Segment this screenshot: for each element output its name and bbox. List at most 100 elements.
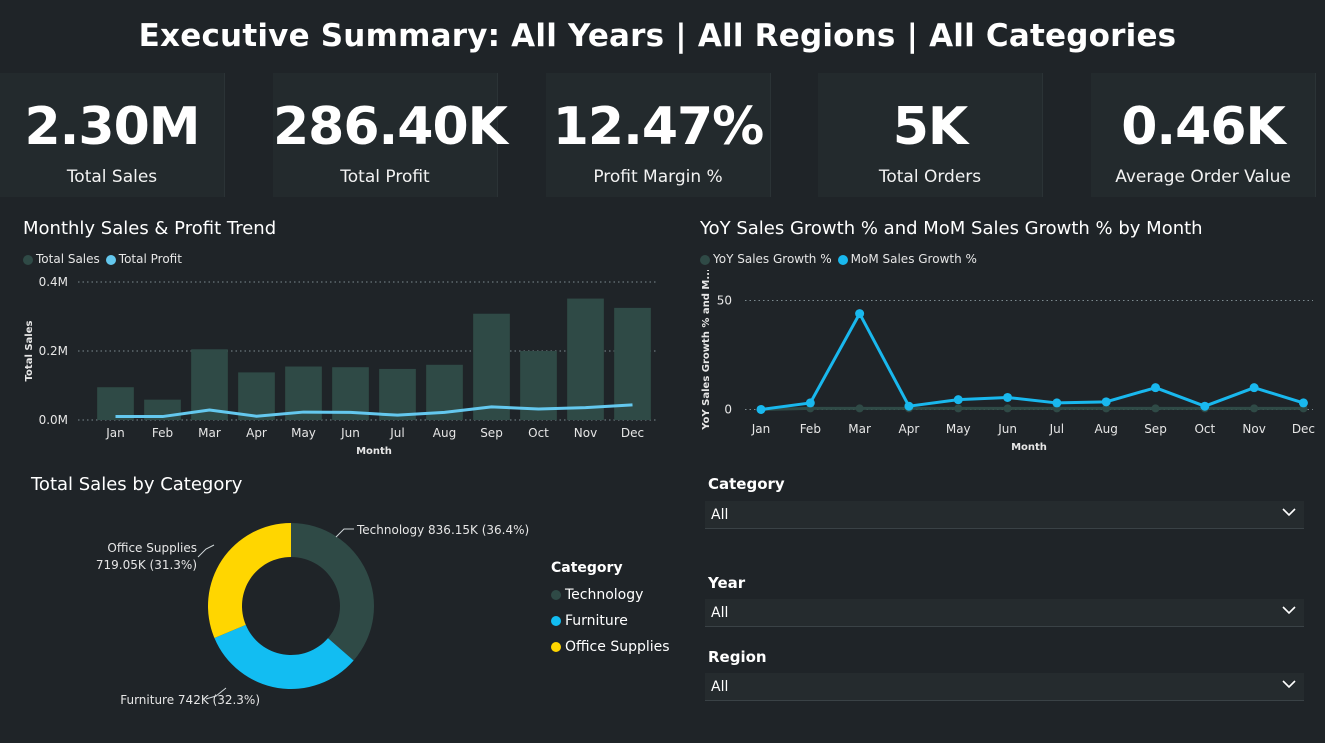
x-tick-label: Jul bbox=[389, 426, 404, 440]
mom-point bbox=[953, 395, 963, 405]
category-donut-chart[interactable]: Technology 836.15K (36.4%) Furniture 742K… bbox=[0, 505, 540, 730]
leader-line bbox=[205, 687, 227, 700]
kpi-value: 286.40K bbox=[273, 97, 508, 157]
slice-label-technology: Technology 836.15K (36.4%) bbox=[356, 523, 529, 537]
legend-label: Technology bbox=[565, 587, 644, 603]
kpi-card-total-profit[interactable]: 286.40K Total Profit bbox=[273, 73, 508, 197]
mom-point bbox=[855, 309, 865, 319]
kpi-value: 5K bbox=[892, 97, 968, 157]
sales-bar-mar[interactable] bbox=[191, 349, 228, 420]
year-slicer-dropdown[interactable]: All bbox=[705, 599, 1304, 627]
legend-label: Furniture bbox=[565, 613, 628, 629]
kpi-label: Total Sales bbox=[66, 167, 158, 187]
sales-bar-nov[interactable] bbox=[567, 298, 604, 420]
y-tick-label: 0.2M bbox=[39, 344, 68, 358]
mom-point bbox=[1003, 392, 1013, 402]
legend-label: Office Supplies bbox=[565, 639, 670, 655]
region-slicer-dropdown[interactable]: All bbox=[705, 673, 1304, 701]
profit-line bbox=[115, 403, 633, 419]
yoy-point bbox=[855, 404, 864, 413]
growth-chart-legend: YoY Sales Growth % MoM Sales Growth % bbox=[700, 252, 977, 266]
x-tick-label: Sep bbox=[480, 426, 503, 440]
category-chart-title: Total Sales by Category bbox=[31, 474, 243, 495]
x-tick-label: Jul bbox=[1049, 422, 1064, 436]
sales-bar-jul[interactable] bbox=[379, 368, 416, 420]
x-tick-label: Dec bbox=[1292, 422, 1315, 436]
x-axis-title: Month bbox=[1011, 442, 1047, 453]
kpi-card-total-orders[interactable]: 5K Total Orders bbox=[818, 73, 1043, 197]
x-axis-title: Month bbox=[356, 446, 392, 457]
slice-label-office-supplies: Office Supplies bbox=[107, 541, 197, 555]
kpi-label: Total Profit bbox=[340, 167, 430, 187]
legend-item-total-sales[interactable]: Total Sales bbox=[23, 252, 100, 266]
slice-office-supplies[interactable] bbox=[208, 523, 291, 639]
x-tick-label: Nov bbox=[574, 426, 597, 440]
leader-line bbox=[197, 544, 215, 558]
sales-bar-dec[interactable] bbox=[614, 307, 651, 420]
kpi-card-total-sales[interactable]: 2.30M Total Sales bbox=[0, 73, 225, 197]
mom-point bbox=[904, 401, 914, 411]
kpi-card-average-order-value[interactable]: 0.46K Average Order Value bbox=[1091, 73, 1316, 197]
leader-line bbox=[335, 528, 354, 538]
legend-label: YoY Sales Growth % bbox=[713, 252, 832, 266]
kpi-label: Profit Margin % bbox=[593, 167, 723, 187]
legend-item-furniture[interactable]: Furniture bbox=[551, 608, 670, 634]
sales-bar-jan[interactable] bbox=[97, 387, 134, 420]
sales-trend-chart[interactable]: 0.0M 0.2M 0.4M Total Sales Jan Feb Mar Apr May Ju… bbox=[0, 270, 670, 460]
legend-dot bbox=[700, 254, 710, 265]
y-tick-label: 0 bbox=[724, 402, 732, 416]
region-slicer-label: Region bbox=[708, 648, 767, 666]
slice-furniture[interactable] bbox=[214, 624, 354, 689]
sales-trend-legend: Total Sales Total Profit bbox=[23, 252, 182, 266]
legend-item-total-profit[interactable]: Total Profit bbox=[105, 252, 182, 266]
category-legend: Category Technology Furniture Office Sup… bbox=[551, 560, 670, 660]
mom-point bbox=[1151, 383, 1161, 393]
yoy-point bbox=[1250, 404, 1259, 413]
slicer-value: All bbox=[711, 507, 729, 523]
x-tick-label: Apr bbox=[899, 422, 920, 436]
x-tick-label: Apr bbox=[246, 426, 267, 440]
growth-chart[interactable]: 0 50 YoY Sales Growth % and M... Jan Feb Mar A… bbox=[695, 270, 1325, 460]
slice-label-office-supplies-value: 719.05K (31.3%) bbox=[96, 558, 197, 572]
legend-dot bbox=[551, 616, 561, 626]
sales-trend-title: Monthly Sales & Profit Trend bbox=[23, 218, 277, 239]
mom-point bbox=[1249, 383, 1259, 393]
category-slicer-dropdown[interactable]: All bbox=[705, 501, 1304, 529]
x-tick-label: Jan bbox=[105, 426, 125, 440]
kpi-card-profit-margin[interactable]: 12.47% Profit Margin % bbox=[546, 73, 771, 197]
chevron-down-icon bbox=[1282, 606, 1296, 615]
mom-line bbox=[760, 312, 1304, 411]
legend-title: Category bbox=[551, 560, 623, 576]
chevron-down-icon bbox=[1282, 508, 1296, 517]
legend-item-technology[interactable]: Technology bbox=[551, 582, 670, 608]
y-axis-title: YoY Sales Growth % and M... bbox=[701, 270, 712, 431]
legend-item-mom[interactable]: MoM Sales Growth % bbox=[837, 252, 977, 266]
x-tick-label: Aug bbox=[433, 426, 456, 440]
kpi-label: Average Order Value bbox=[1115, 167, 1291, 187]
legend-item-office-supplies[interactable]: Office Supplies bbox=[551, 634, 670, 660]
mom-point bbox=[1200, 401, 1210, 411]
kpi-value: 0.46K bbox=[1121, 97, 1286, 157]
legend-dot bbox=[23, 254, 33, 265]
slice-technology[interactable] bbox=[291, 523, 374, 661]
legend-dot bbox=[551, 642, 561, 652]
mom-point bbox=[805, 398, 815, 408]
legend-item-yoy[interactable]: YoY Sales Growth % bbox=[700, 252, 832, 266]
sales-bar-sep[interactable] bbox=[473, 313, 510, 420]
mom-point bbox=[1101, 397, 1111, 407]
slice-label-furniture: Furniture 742K (32.3%) bbox=[120, 693, 260, 707]
mom-point bbox=[1052, 398, 1062, 408]
x-tick-label: Feb bbox=[800, 422, 821, 436]
y-tick-label: 50 bbox=[717, 294, 732, 308]
yoy-point bbox=[954, 404, 963, 413]
x-tick-label: Jan bbox=[751, 422, 771, 436]
legend-dot bbox=[551, 590, 561, 600]
x-tick-label: Jun bbox=[997, 422, 1017, 436]
sales-bar-apr[interactable] bbox=[238, 372, 275, 420]
mom-point bbox=[756, 404, 766, 414]
kpi-label: Total Orders bbox=[878, 167, 982, 187]
category-slicer-label: Category bbox=[708, 475, 785, 493]
legend-label: MoM Sales Growth % bbox=[850, 252, 977, 266]
yoy-point bbox=[1102, 404, 1111, 413]
x-tick-label: Dec bbox=[621, 426, 644, 440]
